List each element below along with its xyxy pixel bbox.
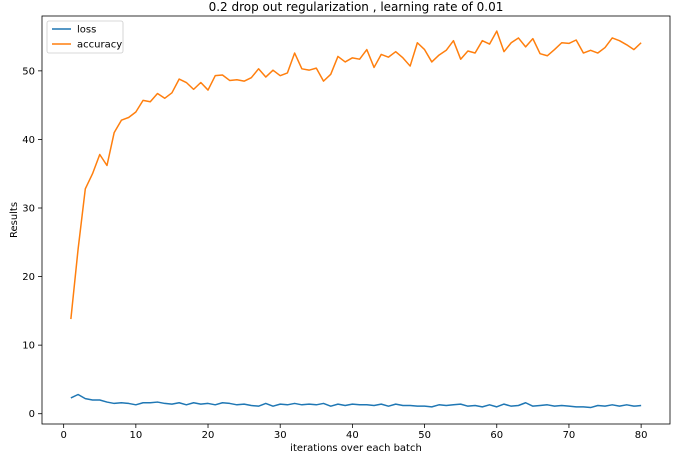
x-tick-label: 50 — [418, 430, 431, 441]
y-tick-label: 20 — [22, 272, 35, 283]
x-tick-label: 40 — [346, 430, 359, 441]
x-tick-label: 60 — [490, 430, 503, 441]
legend-label-loss: loss — [77, 25, 96, 36]
series-layer — [70, 30, 642, 409]
x-tick-label: 0 — [60, 430, 66, 441]
y-tick-label: 0 — [29, 409, 35, 420]
legend: loss accuracy — [46, 20, 124, 54]
chart-title: 0.2 drop out regularization , learning r… — [209, 0, 504, 14]
x-tick-label: 20 — [202, 430, 215, 441]
series-line-loss — [70, 393, 642, 409]
y-axis-ticks: 0 10 20 30 40 50 — [22, 66, 42, 420]
x-tick-label: 70 — [563, 430, 576, 441]
y-axis-title: Results — [9, 202, 20, 238]
y-tick-label: 40 — [22, 135, 35, 146]
legend-label-accuracy: accuracy — [77, 40, 122, 51]
x-axis-ticks: 0 10 20 30 40 50 60 70 80 — [60, 424, 647, 441]
plot-frame — [41, 15, 671, 425]
x-tick-label: 30 — [274, 430, 287, 441]
x-tick-label: 80 — [635, 430, 648, 441]
y-tick-label: 50 — [22, 66, 35, 77]
series-line-accuracy — [70, 30, 642, 320]
y-tick-label: 10 — [22, 341, 35, 352]
y-tick-label: 30 — [22, 204, 35, 215]
x-tick-label: 10 — [129, 430, 142, 441]
x-axis-title: iterations over each batch — [290, 443, 422, 454]
